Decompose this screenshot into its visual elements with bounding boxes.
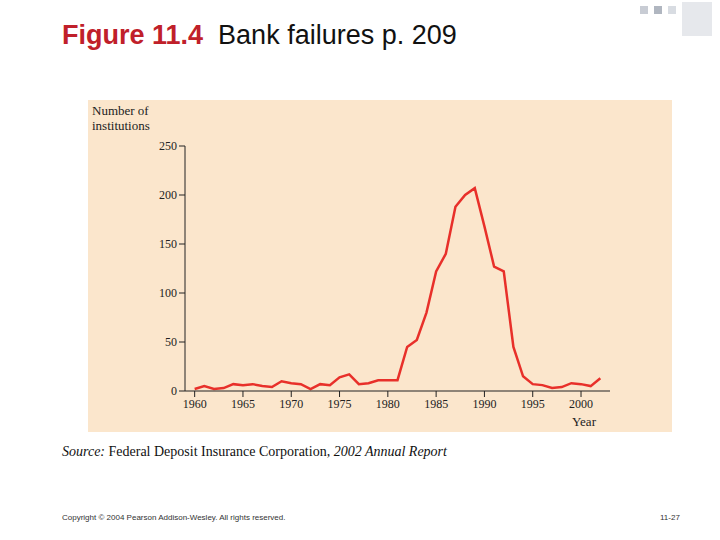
svg-text:1980: 1980 [376, 397, 400, 411]
html-text:11-27: 11-27 [660, 513, 680, 522]
svg-text:1965: 1965 [231, 397, 255, 411]
svg-text:50: 50 [165, 335, 177, 349]
svg-text:150: 150 [159, 237, 177, 251]
svg-text:0: 0 [171, 384, 177, 398]
svg-text:250: 250 [159, 139, 177, 153]
svg-text:1985: 1985 [424, 397, 448, 411]
html-text:Number of institutions: Number of institutions [92, 103, 150, 133]
svg-text:1970: 1970 [279, 397, 303, 411]
svg-text:1995: 1995 [521, 397, 545, 411]
html-text:Figure 11.4: Figure 11.4 [62, 20, 204, 50]
svg-text:100: 100 [159, 286, 177, 300]
svg-text:200: 200 [159, 188, 177, 202]
svg-text:1990: 1990 [472, 397, 496, 411]
html-text:Copyright © 2004 Pearson Addis: Copyright © 2004 Pearson Addison-Wesley.… [62, 513, 286, 522]
html-text:Bank failures p. 209: Bank failures p. 209 [218, 20, 457, 50]
svg-text:2000: 2000 [569, 397, 593, 411]
html-text:Year: Year [572, 414, 596, 429]
html-text:Source: Federal Deposit Insura: Source: Federal Deposit Insurance Corpor… [62, 444, 447, 459]
svg-text:1975: 1975 [328, 397, 352, 411]
svg-text:1960: 1960 [183, 397, 207, 411]
